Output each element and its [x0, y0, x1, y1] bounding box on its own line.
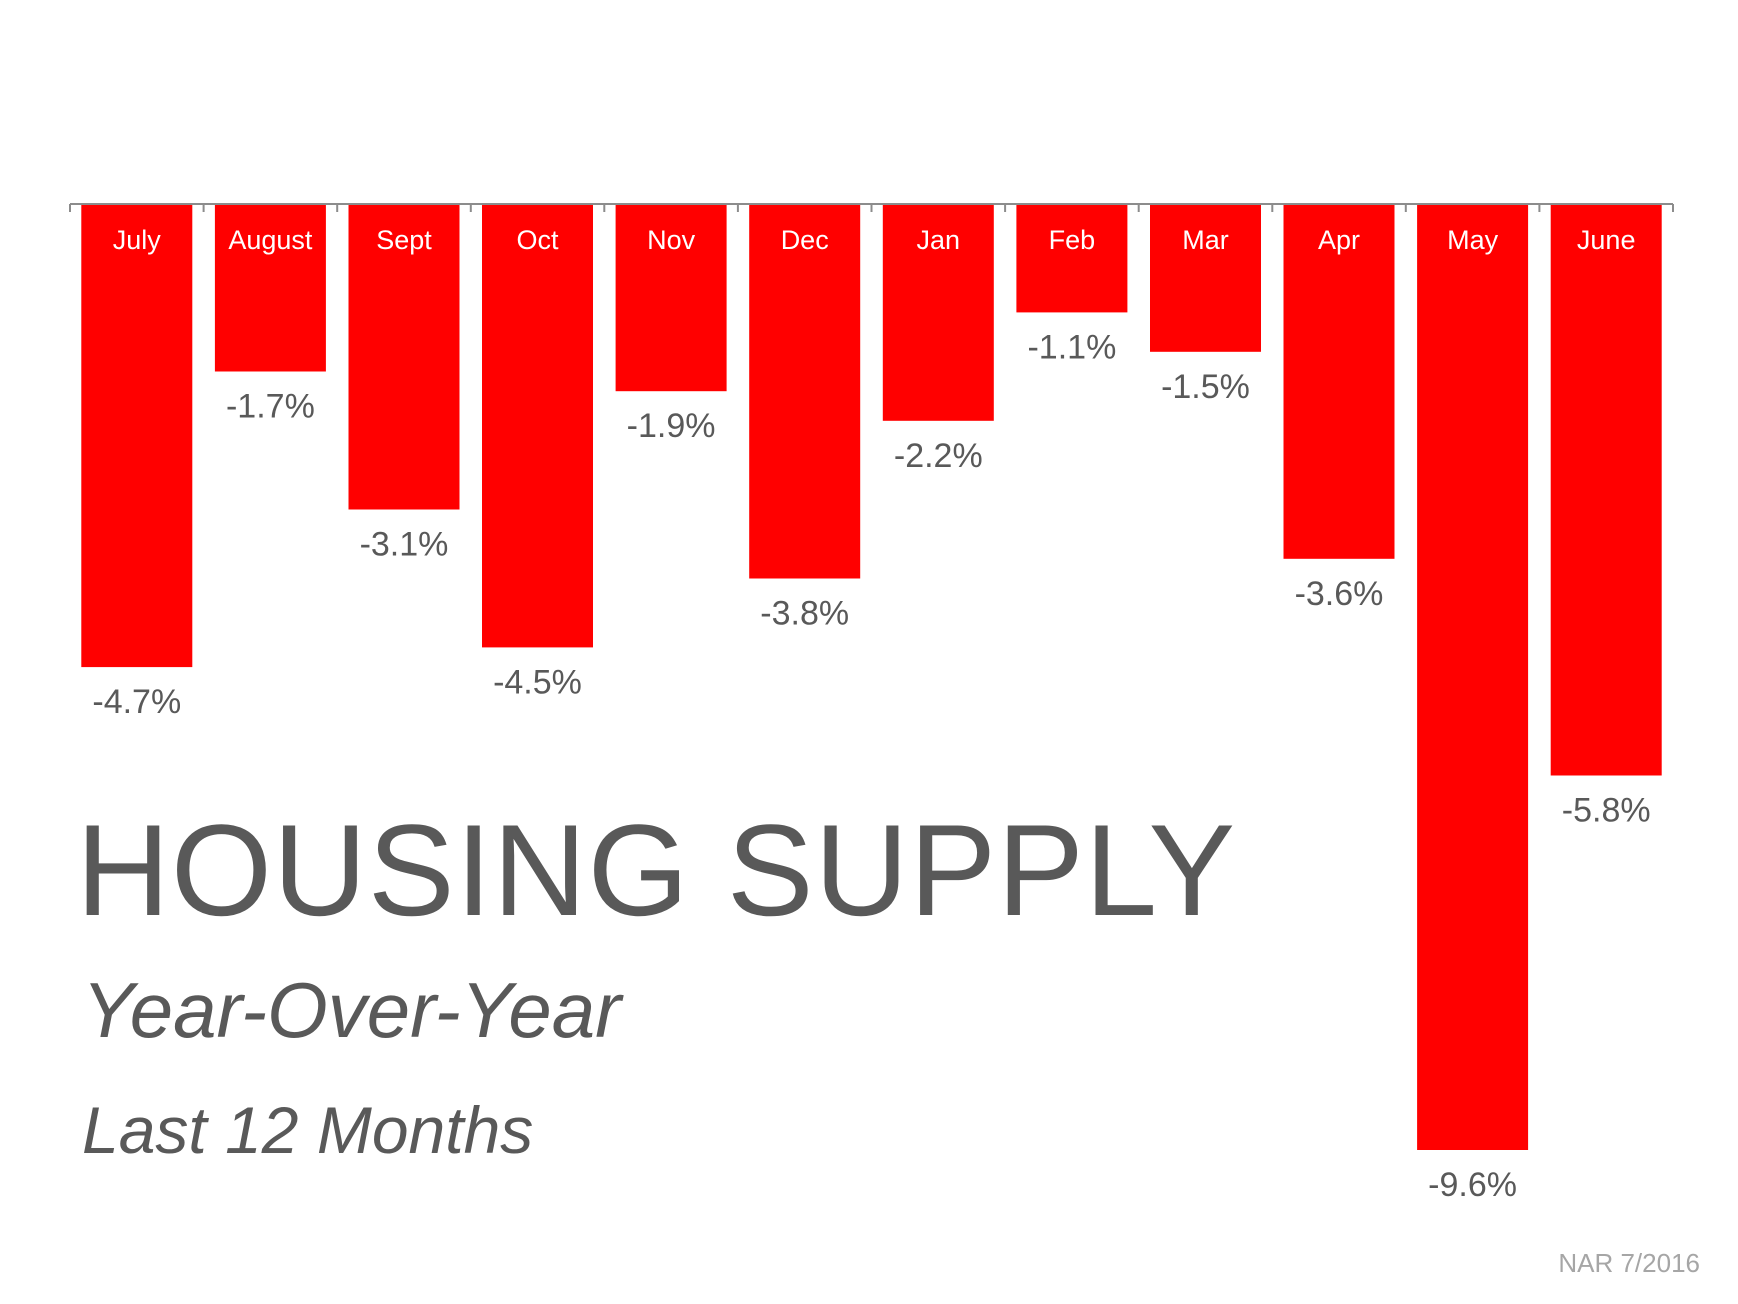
value-label-june: -5.8% — [1562, 792, 1651, 830]
chart-title: HOUSING SUPPLY — [76, 797, 1237, 943]
value-label-may: -9.6% — [1428, 1166, 1517, 1204]
category-label-july: July — [113, 225, 162, 255]
bar-feb — [1016, 204, 1128, 313]
category-label-oct: Oct — [516, 225, 559, 255]
bar-oct — [482, 204, 593, 648]
bar-sept — [348, 204, 460, 510]
bars-group — [81, 204, 1662, 1150]
category-label-feb: Feb — [1049, 225, 1096, 255]
value-labels-group: -4.7% -1.7% -3.1% -4.5% -1.9% -3.8% -2.2% -1.1%… — [92, 328, 1650, 1204]
bar-august — [214, 204, 326, 372]
bar-may — [1417, 204, 1529, 1150]
source-note: NAR 7/2016 — [1558, 1248, 1700, 1278]
category-labels-group: July August Sept Oct Nov Dec Jan Feb Mar Apr May Ju… — [113, 225, 1636, 255]
bar-jan — [882, 204, 994, 421]
value-label-oct: -4.5% — [493, 663, 582, 701]
category-label-june: June — [1577, 225, 1636, 255]
value-label-nov: -1.9% — [627, 407, 716, 445]
bar-nov — [615, 204, 727, 392]
bar-apr — [1283, 204, 1395, 559]
value-label-august: -1.7% — [226, 388, 315, 426]
value-label-sept: -3.1% — [360, 526, 449, 564]
category-label-august: August — [228, 225, 313, 255]
value-label-july: -4.7% — [92, 683, 181, 721]
category-label-may: May — [1447, 225, 1499, 255]
category-label-nov: Nov — [647, 225, 696, 255]
chart-subtitle: Year-Over-Year — [82, 966, 622, 1054]
chart-subtitle-period: Last 12 Months — [82, 1093, 534, 1167]
value-label-apr: -3.6% — [1295, 575, 1384, 613]
value-label-mar: -1.5% — [1161, 368, 1250, 406]
category-label-dec: Dec — [781, 225, 829, 255]
bar-june — [1550, 204, 1662, 776]
bar-dec — [749, 204, 861, 579]
bar-july — [81, 204, 193, 668]
axis-ticks-group — [69, 204, 1674, 212]
value-label-feb: -1.1% — [1027, 328, 1116, 366]
value-label-dec: -3.8% — [760, 595, 849, 633]
bar-mar — [1150, 204, 1261, 352]
category-label-apr: Apr — [1318, 225, 1360, 255]
category-label-sept: Sept — [376, 225, 432, 255]
value-label-jan: -2.2% — [894, 437, 983, 475]
category-label-jan: Jan — [917, 225, 961, 255]
category-label-mar: Mar — [1182, 225, 1229, 255]
